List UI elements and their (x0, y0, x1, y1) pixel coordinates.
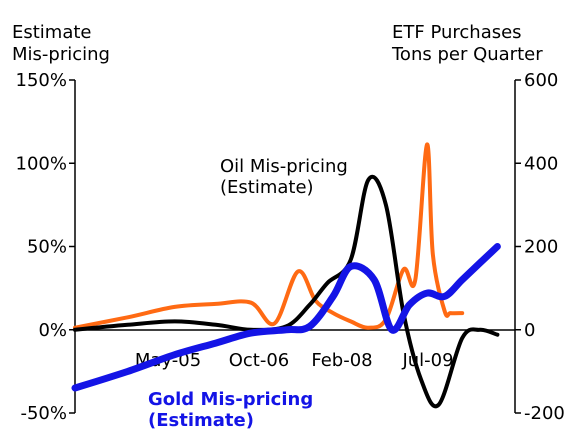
right-tick-label: 200 (524, 237, 558, 258)
oil-annotation-line2: (Estimate) (220, 177, 314, 198)
left-tick-label: 0% (38, 320, 67, 341)
right-axis-title-line2: Tons per Quarter (391, 44, 543, 65)
etf-series-line (73, 142, 465, 330)
left-tick-label: 50% (27, 237, 67, 258)
right-axis-title-line1: ETF Purchases (392, 22, 522, 43)
gold-annotation-line2: (Estimate) (148, 410, 254, 431)
right-axis-ticks: 600 400 200 0 -200 (515, 70, 565, 424)
right-tick-label: 600 (524, 70, 558, 91)
right-tick-label: 0 (524, 320, 535, 341)
gold-annotation-line1: Gold Mis-pricing (148, 389, 313, 410)
left-axis-title-line2: Mis-pricing (12, 44, 110, 65)
oil-series-line (73, 174, 500, 409)
oil-annotation-line1: Oil Mis-pricing (220, 156, 348, 177)
right-tick-label: 400 (524, 153, 558, 174)
left-tick-label: 150% (16, 70, 67, 91)
right-tick-label: -200 (524, 403, 565, 424)
x-tick-label: Oct-06 (229, 350, 290, 371)
gold-series-line (71, 243, 501, 392)
x-tick-label: Feb-08 (311, 350, 372, 371)
series-layer (71, 142, 501, 409)
left-axis-title-line1: Estimate (12, 22, 92, 43)
x-tick-label: Jul-09 (401, 350, 453, 371)
left-axis-ticks: 150% 100% 50% 0% -50% (16, 70, 75, 424)
left-tick-label: 100% (16, 153, 67, 174)
left-tick-label: -50% (20, 403, 67, 424)
